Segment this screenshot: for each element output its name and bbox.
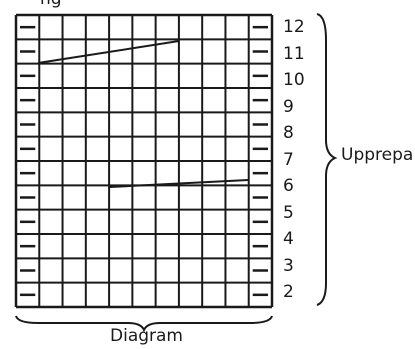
- row-number-label: 9: [283, 96, 294, 117]
- purl-marks: [20, 25, 268, 297]
- diagonal-stitch-line-lower: [109, 179, 249, 188]
- row-number-label: 3: [283, 255, 294, 276]
- row-number-label: 4: [283, 229, 294, 249]
- top-label-fragment: ng: [40, 0, 62, 9]
- row-number-label: 6: [283, 176, 294, 196]
- chart-grid: [14, 13, 274, 309]
- row-number-label: 11: [283, 43, 305, 64]
- row-number-label: 8: [283, 123, 294, 143]
- bottom-brace: [15, 315, 273, 333]
- diagram-caption: Diagram: [110, 326, 183, 346]
- right-brace: [316, 13, 338, 306]
- row-number-label: 2: [283, 282, 294, 302]
- repeat-label: Upprepa: [341, 145, 414, 165]
- row-number-label: 7: [283, 149, 294, 170]
- diagonal-stitch-line-upper: [37, 40, 180, 64]
- row-number-label: 5: [283, 202, 294, 223]
- row-number-label: 10: [283, 70, 305, 90]
- row-number-label: 12: [283, 17, 305, 37]
